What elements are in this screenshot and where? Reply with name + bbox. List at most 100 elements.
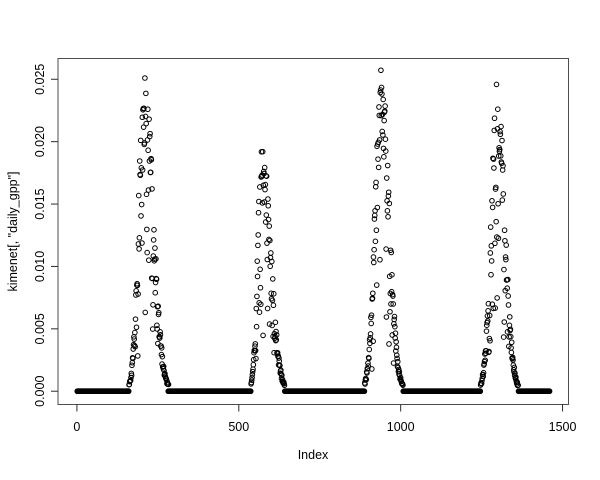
data-point [373,282,380,288]
data-point [492,305,499,311]
data-point [133,324,140,331]
data-point [272,337,279,344]
data-point [273,332,280,338]
data-point [499,137,505,144]
data-point [254,258,261,264]
data-point [136,246,142,252]
data-point [142,113,149,120]
data-point [261,164,268,171]
x-tick-label: 1000 [387,420,415,434]
data-point [128,372,135,379]
data-point [488,243,495,249]
data-point [378,112,385,119]
data-point [125,388,132,395]
data-point [392,323,398,330]
data-point [156,309,162,316]
data-point [368,312,375,318]
data-point [149,186,155,192]
plot-frame [57,58,569,405]
data-point [142,309,149,316]
data-point [143,90,149,97]
data-point [249,368,256,375]
y-tick-label: 0.020 [33,126,47,157]
data-point [495,235,502,242]
data-point [382,103,388,109]
data-point [369,366,375,372]
data-point [152,245,158,251]
data-point [368,320,375,327]
data-point [380,96,386,103]
data-point [158,345,165,351]
data-point [494,106,501,112]
data-point [132,343,138,350]
data-point [498,123,504,130]
data-point [494,295,500,301]
data-point [260,332,266,339]
data-point [264,305,271,312]
data-point [396,369,403,375]
data-point [383,314,390,320]
data-point [255,232,262,238]
data-point [145,106,151,113]
data-point [380,132,386,138]
data-point [487,337,493,344]
data-point [500,334,507,340]
data-point [480,369,487,376]
data-point [268,250,274,256]
data-point [147,169,154,176]
data-point [391,313,398,320]
data-point [151,227,157,233]
data-point [146,133,153,140]
data-point [272,319,279,326]
data-point [501,266,507,273]
data-point [150,302,156,308]
data-point [253,305,260,312]
data-point [127,377,134,384]
data-point [256,300,262,306]
data-point [249,371,256,378]
data-point [157,331,164,338]
plot-frame-box [57,58,569,405]
data-point [154,322,160,329]
y-tick-label: 0.025 [33,64,47,95]
data-point [489,204,496,211]
data-point [157,329,163,335]
data-point [253,355,259,362]
data-point [506,314,513,320]
data-point [384,208,391,214]
data-point [135,192,142,199]
data-point [501,319,508,325]
data-point [270,290,277,297]
data-point [366,346,373,353]
data-point [152,289,159,296]
data-point [482,357,488,364]
data-point [255,242,261,249]
data-point [486,312,493,319]
data-point [276,355,282,361]
data-point [383,175,390,181]
data-point [375,164,382,171]
data-point [478,380,485,387]
x-axis-title: Index [298,448,329,462]
data-point [390,301,397,307]
data-point [508,339,515,346]
data-point [281,382,288,389]
data-point [134,282,141,289]
y-tick-label: 0.015 [33,188,47,219]
data-point [500,191,507,197]
y-tick-label: 0.000 [33,376,47,407]
data-point [486,348,492,355]
scatter-points [74,67,553,395]
data-point [139,240,145,246]
data-point [487,250,494,256]
data-point [274,349,281,356]
data-point [139,114,146,121]
data-point [361,388,368,395]
data-point [373,227,380,234]
data-point [265,202,272,209]
data-point [256,309,263,316]
data-point [248,377,255,383]
data-point [499,197,506,203]
data-point [376,137,383,143]
